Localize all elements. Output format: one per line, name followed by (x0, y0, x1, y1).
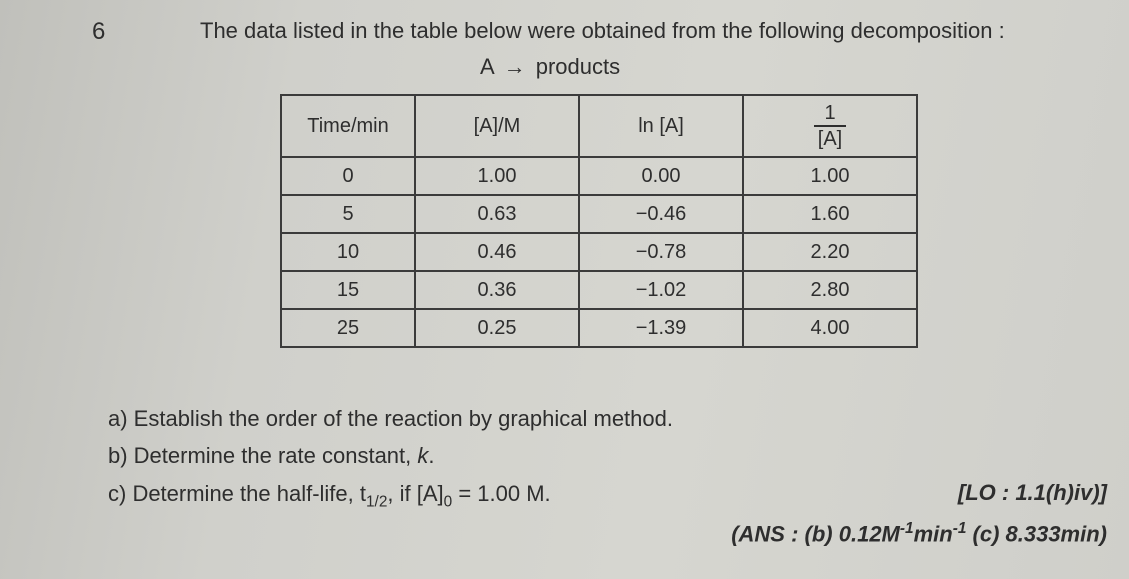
cell: −1.39 (579, 309, 743, 347)
cell: 10 (281, 233, 415, 271)
table-row: 5 0.63 −0.46 1.60 (281, 195, 917, 233)
table-row: 25 0.25 −1.39 4.00 (281, 309, 917, 347)
table-row: 15 0.36 −1.02 2.80 (281, 271, 917, 309)
cell: 4.00 (743, 309, 917, 347)
col-header-a: [A]/M (415, 95, 579, 157)
cell: 0.25 (415, 309, 579, 347)
cell: 2.20 (743, 233, 917, 271)
cell: −1.02 (579, 271, 743, 309)
table-row: 0 1.00 0.00 1.00 (281, 157, 917, 195)
table-header-row: Time/min [A]/M ln [A] 1 [A] (281, 95, 917, 157)
sub-c-prefix: c) Determine the half-life, t (108, 481, 366, 506)
reaction-lhs: A (480, 54, 493, 79)
cell: −0.46 (579, 195, 743, 233)
sub-c-mid: , if [A] (387, 481, 443, 506)
answer-line: (ANS : (b) 0.12M-1min-1 (c) 8.333min) (731, 520, 1107, 547)
ans-mid: min (914, 521, 953, 546)
cell: 2.80 (743, 271, 917, 309)
cell: 0.36 (415, 271, 579, 309)
table-body: 0 1.00 0.00 1.00 5 0.63 −0.46 1.60 10 0.… (281, 157, 917, 347)
ans-suffix: (c) 8.333min) (966, 521, 1107, 546)
subquestion-b: b) Determine the rate constant, k. (108, 437, 1108, 474)
reaction-rhs: products (536, 54, 620, 79)
cell: 0.00 (579, 157, 743, 195)
arrow-icon: → (504, 54, 526, 80)
sub-b-suffix: . (428, 443, 434, 468)
sub-c-zero: 0 (444, 493, 453, 510)
cell: 1.00 (743, 157, 917, 195)
cell: 0 (281, 157, 415, 195)
question-number: 6 (92, 18, 105, 46)
question-prompt: The data listed in the table below were … (200, 18, 1020, 44)
ans-sup2: -1 (953, 520, 967, 537)
sub-c-suffix: = 1.00 M. (452, 481, 550, 506)
sub-b-symbol: k (417, 443, 428, 468)
subquestion-a: a) Establish the order of the reaction b… (108, 400, 1108, 437)
learning-outcome-tag: [LO : 1.1(h)iv)] (958, 480, 1107, 506)
table-row: 10 0.46 −0.78 2.20 (281, 233, 917, 271)
col-header-inva: 1 [A] (743, 95, 917, 157)
col-header-lna: ln [A] (579, 95, 743, 157)
fraction-numerator: 1 (814, 103, 845, 127)
ans-sup1: -1 (900, 520, 914, 537)
sub-c-half: 1/2 (366, 493, 387, 510)
cell: 1.00 (415, 157, 579, 195)
cell: 25 (281, 309, 415, 347)
cell: 15 (281, 271, 415, 309)
cell: 0.63 (415, 195, 579, 233)
ans-prefix: (ANS : (b) 0.12M (731, 521, 900, 546)
sub-b-prefix: b) Determine the rate constant, (108, 443, 417, 468)
cell: −0.78 (579, 233, 743, 271)
cell: 1.60 (743, 195, 917, 233)
fraction-denominator: [A] (814, 127, 845, 149)
page-root: 6 The data listed in the table below wer… (0, 0, 1129, 579)
fraction-1-over-a: 1 [A] (814, 103, 845, 149)
col-header-time: Time/min (281, 95, 415, 157)
cell: 5 (281, 195, 415, 233)
cell: 0.46 (415, 233, 579, 271)
data-table: Time/min [A]/M ln [A] 1 [A] 0 1.00 0.00 … (280, 94, 918, 348)
reaction-equation: A → products (480, 54, 620, 80)
